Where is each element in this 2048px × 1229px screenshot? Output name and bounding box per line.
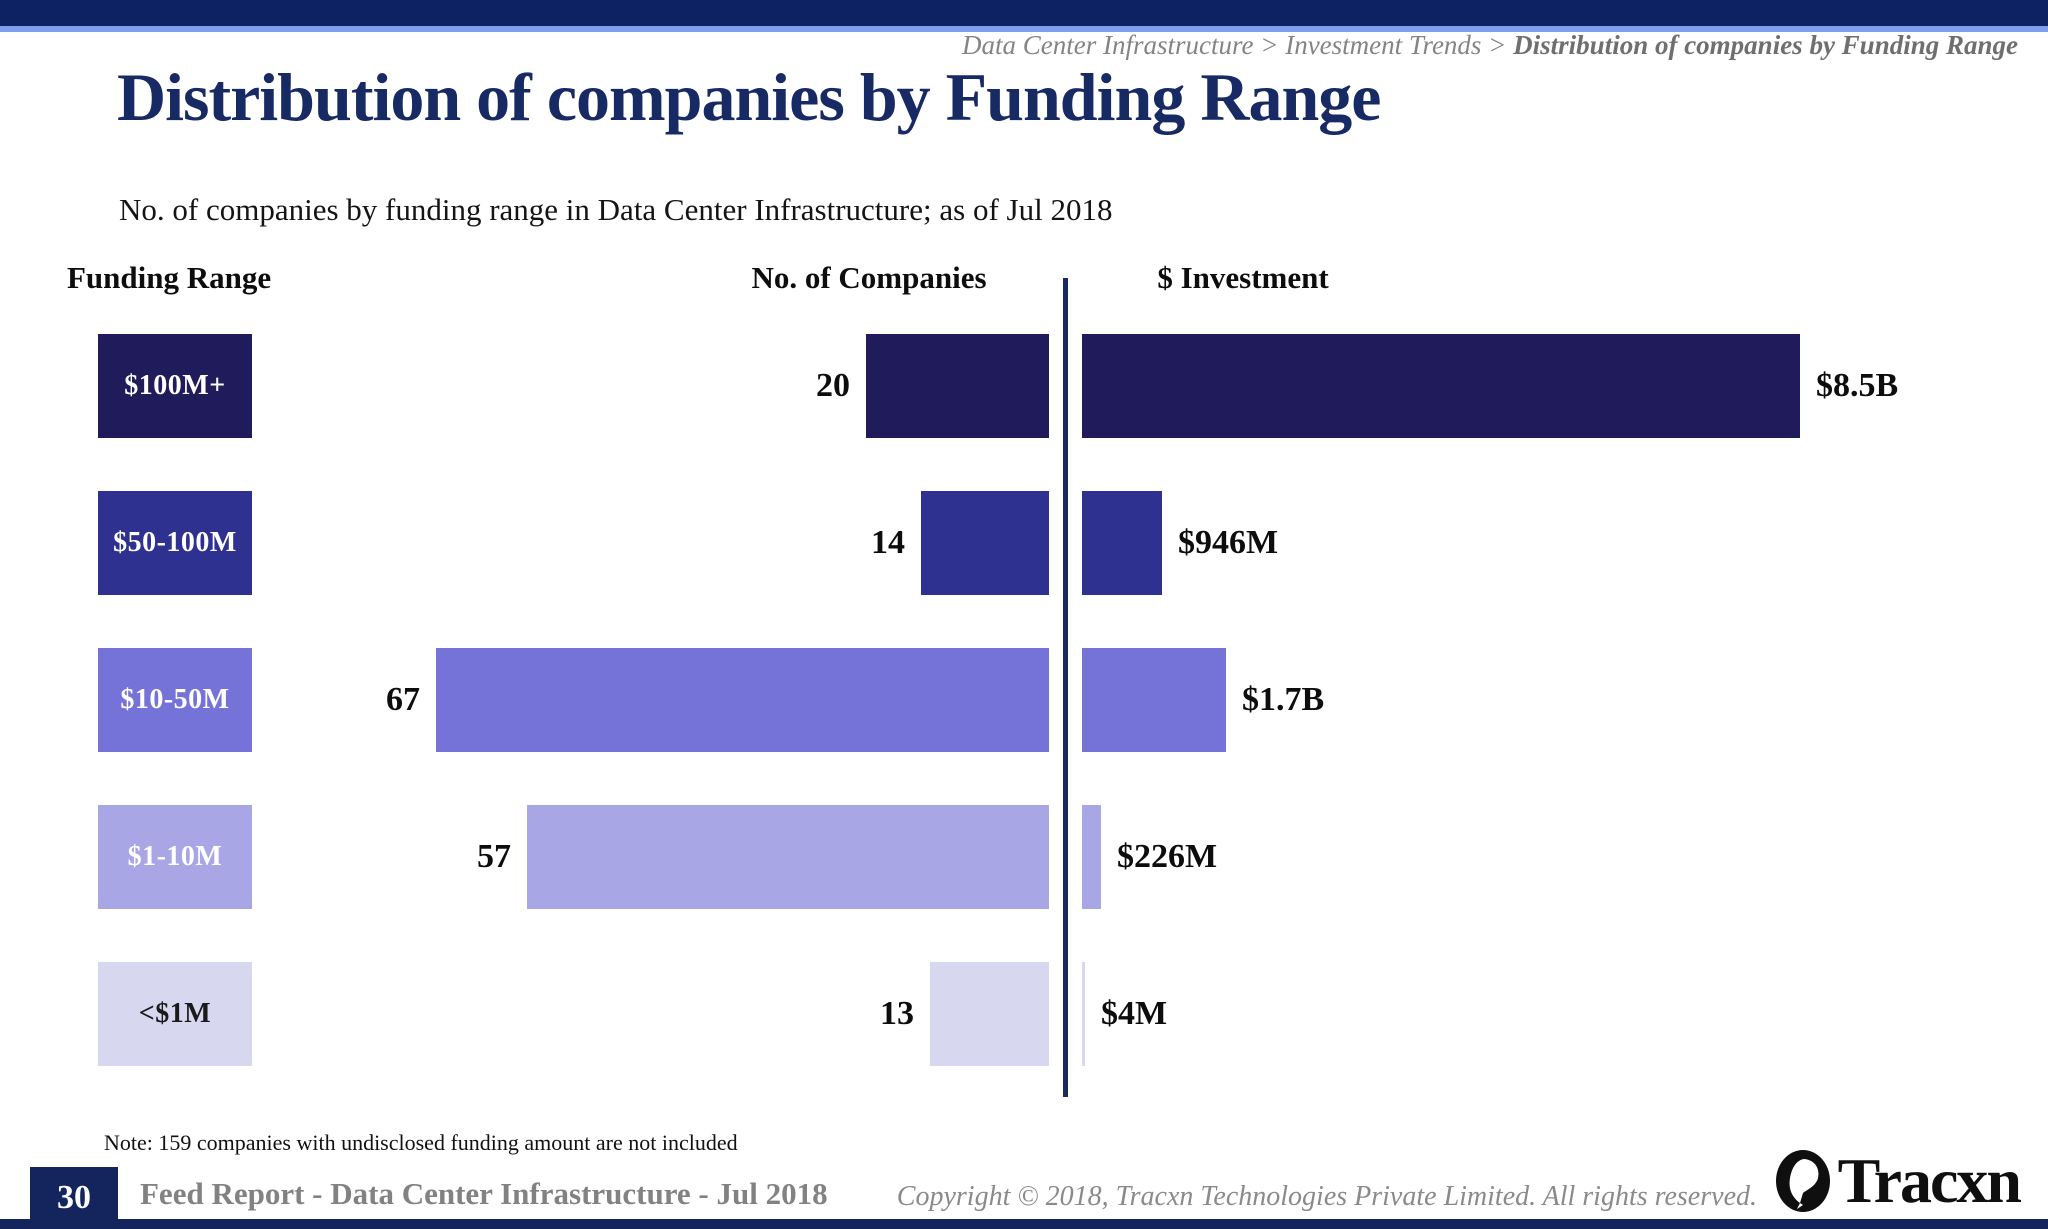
funding-row: $100M+ 20 $8.5B <box>0 334 2048 438</box>
companies-count: 14 <box>871 524 905 561</box>
funding-range-label: $10-50M <box>120 684 230 715</box>
funding-row: <$1M 13 $4M <box>0 962 2048 1066</box>
top-navy-bar <box>0 0 2048 26</box>
investment-bar <box>1082 648 1226 752</box>
tracxn-logo: Tracxn <box>1774 1144 2022 1218</box>
investment-value: $1.7B <box>1242 681 1325 718</box>
footer-report-title: Feed Report - Data Center Infrastructure… <box>140 1176 828 1211</box>
investment-bar <box>1082 962 1085 1066</box>
funding-range-label: $50-100M <box>113 527 237 558</box>
chart-subtitle: No. of companies by funding range in Dat… <box>119 192 1113 227</box>
breadcrumb-path: Data Center Infrastructure > Investment … <box>962 30 1514 60</box>
breadcrumb-current: Distribution of companies by Funding Ran… <box>1513 30 2018 60</box>
tracxn-logo-text: Tracxn <box>1837 1145 2022 1216</box>
companies-count: 13 <box>880 995 914 1032</box>
column-header-investment: $ Investment <box>1157 260 1329 295</box>
funding-range-label: $100M+ <box>124 370 226 401</box>
companies-bar <box>436 648 1049 752</box>
funding-row: $1-10M 57 $226M <box>0 805 2048 909</box>
investment-bar <box>1082 805 1101 909</box>
companies-count: 57 <box>477 838 511 875</box>
companies-bar <box>527 805 1049 909</box>
funding-range-box: $10-50M <box>98 648 252 752</box>
funding-range-box: <$1M <box>98 962 252 1066</box>
investment-value: $8.5B <box>1816 367 1899 404</box>
funding-row: $50-100M 14 $946M <box>0 491 2048 595</box>
breadcrumb: Data Center Infrastructure > Investment … <box>962 30 2018 61</box>
chart-divider-line <box>1063 278 1068 1097</box>
investment-value: $946M <box>1178 524 1279 561</box>
chart-note: Note: 159 companies with undisclosed fun… <box>104 1130 738 1155</box>
funding-range-label: $1-10M <box>127 841 223 872</box>
funding-range-box: $50-100M <box>98 491 252 595</box>
companies-bar <box>866 334 1049 438</box>
funding-range-label: <$1M <box>138 998 212 1029</box>
investment-value: $226M <box>1117 838 1218 875</box>
companies-bar <box>921 491 1049 595</box>
investment-bar <box>1082 334 1800 438</box>
page-number: 30 <box>30 1167 118 1229</box>
funding-range-box: $1-10M <box>98 805 252 909</box>
companies-count: 67 <box>386 681 420 718</box>
column-header-funding-range: Funding Range <box>67 260 272 295</box>
page-title: Distribution of companies by Funding Ran… <box>117 59 1381 135</box>
investment-value: $4M <box>1101 995 1168 1032</box>
companies-count: 20 <box>816 367 850 404</box>
funding-chart-rows: $100M+ 20 $8.5B $50-100M 14 $946M $10-50… <box>0 334 2048 1119</box>
column-header-companies: No. of Companies <box>751 260 987 295</box>
funding-row: $10-50M 67 $1.7B <box>0 648 2048 752</box>
bottom-navy-bar <box>0 1219 2048 1229</box>
footer-copyright: Copyright © 2018, Tracxn Technologies Pr… <box>896 1181 1757 1212</box>
investment-bar <box>1082 491 1162 595</box>
top-accent-line <box>0 26 2048 32</box>
funding-range-box: $100M+ <box>98 334 252 438</box>
companies-bar <box>930 962 1049 1066</box>
tracxn-logo-mark <box>1775 1150 1830 1212</box>
